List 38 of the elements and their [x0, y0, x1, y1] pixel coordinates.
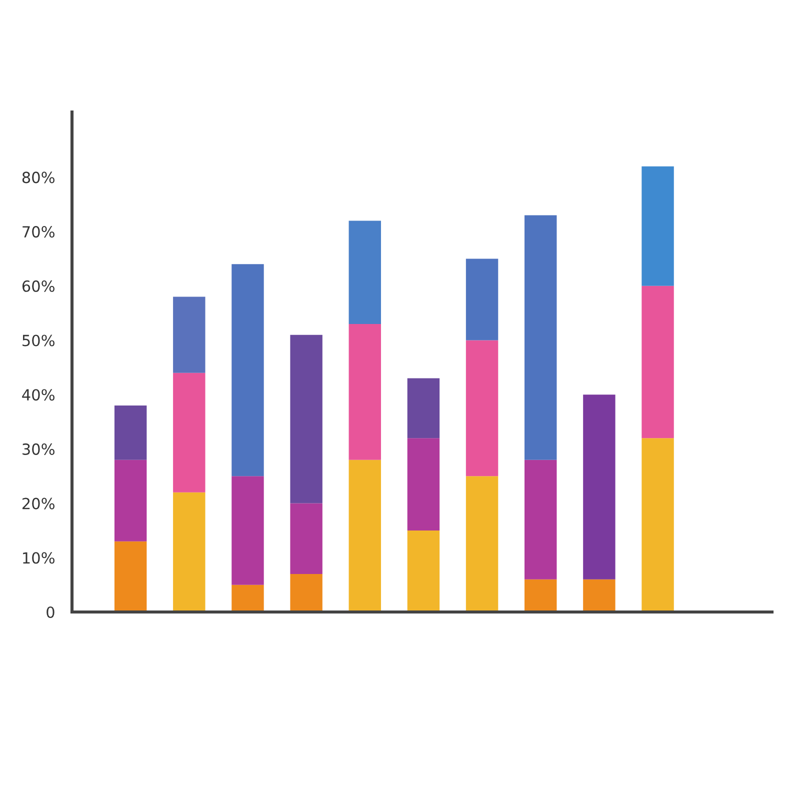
bar	[642, 286, 674, 438]
bar	[173, 296, 206, 373]
y-tick-label: 40%	[22, 389, 54, 401]
y-tick-label: 60%	[22, 280, 54, 292]
bar	[407, 438, 440, 530]
y-tick-label: 80%	[22, 172, 54, 184]
bar	[466, 476, 498, 612]
bar	[173, 492, 206, 612]
bar	[583, 579, 616, 612]
bar	[290, 574, 322, 612]
bar	[524, 579, 557, 612]
bar	[114, 405, 147, 460]
y-tick-label: 20%	[22, 498, 54, 510]
y-tick-label: 50%	[22, 334, 54, 346]
bar	[114, 460, 147, 542]
bar	[173, 372, 206, 492]
bar	[642, 166, 674, 286]
y-tick-label: 10%	[23, 552, 54, 564]
bar	[114, 541, 147, 612]
y-tick-label: 30%	[22, 443, 54, 455]
bar	[232, 264, 264, 476]
bar	[348, 460, 381, 612]
bar	[232, 476, 264, 585]
bar	[348, 324, 381, 460]
bar	[290, 334, 322, 504]
bar	[524, 460, 557, 580]
bar	[583, 394, 616, 580]
bar	[407, 378, 440, 438]
bar	[466, 258, 498, 340]
bar	[232, 584, 264, 612]
bar	[290, 503, 322, 574]
bar	[524, 215, 557, 460]
y-tick-label: 0	[46, 606, 54, 618]
y-tick-label: 70%	[22, 226, 54, 238]
bar	[466, 340, 498, 476]
bar	[642, 438, 674, 612]
bar	[348, 220, 381, 324]
bar	[407, 530, 440, 612]
